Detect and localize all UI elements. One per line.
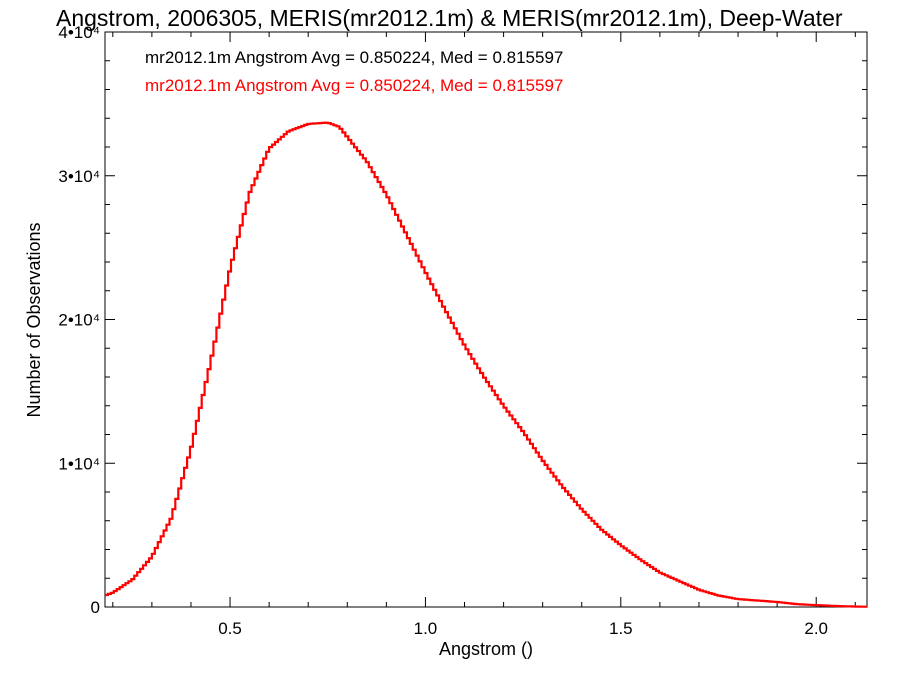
y-tick-label: 2•10⁴ bbox=[58, 311, 100, 330]
stats-annotation-red: mr2012.1m Angstrom Avg = 0.850224, Med =… bbox=[145, 76, 563, 95]
x-axis-label: Angstrom () bbox=[439, 639, 533, 659]
y-axis-label: Number of Observations bbox=[24, 222, 44, 417]
x-tick-label: 2.0 bbox=[804, 619, 828, 638]
chart-title: Angstrom, 2006305, MERIS(mr2012.1m) & ME… bbox=[56, 5, 843, 31]
stats-annotation-black: mr2012.1m Angstrom Avg = 0.850224, Med =… bbox=[145, 48, 563, 67]
y-tick-label: 0 bbox=[91, 598, 100, 617]
series-layer bbox=[105, 121, 867, 608]
x-tick-label: 1.0 bbox=[414, 619, 438, 638]
y-tick-label: 4•10⁴ bbox=[58, 23, 100, 42]
x-tick-label: 1.5 bbox=[609, 619, 633, 638]
x-tick-label: 0.5 bbox=[218, 619, 242, 638]
axis-ticks bbox=[105, 31, 867, 608]
y-tick-label: 3•10⁴ bbox=[58, 167, 100, 186]
tick-labels: 0.5 1.0 1.5 2.0 0 1•10⁴ 2•10⁴ 3•10⁴ 4•10⁴ bbox=[58, 23, 828, 638]
histogram-series-line bbox=[105, 121, 867, 608]
y-tick-label: 1•10⁴ bbox=[58, 454, 100, 473]
